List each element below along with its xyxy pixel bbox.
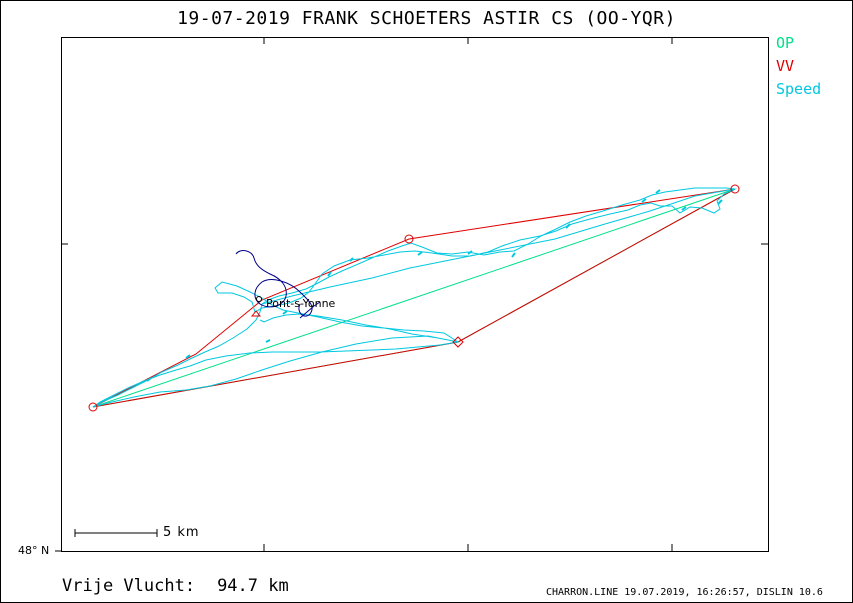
- town-label: Pont-s-Yonne: [266, 297, 336, 310]
- legend-vv: VV: [776, 57, 795, 75]
- scale-bar: [74, 529, 158, 537]
- free-flight-label: Vrije Vlucht:: [62, 576, 196, 596]
- start-marker-icon: [250, 310, 262, 317]
- flight-track-east: [261, 188, 736, 305]
- legend-op: OP: [776, 34, 795, 52]
- legend-speed: Speed: [776, 80, 822, 98]
- turnpoint-circle-icon: [404, 234, 414, 244]
- flight-track: [92, 187, 737, 408]
- track-markers: [146, 189, 723, 382]
- plot-frame: [61, 37, 769, 552]
- chart-title: 19-07-2019 FRANK SCHOETERS ASTIR CS (OO-…: [177, 8, 676, 29]
- free-flight-summary: Vrije Vlucht: 94.7 km: [62, 576, 289, 596]
- latitude-label: 48° N: [18, 544, 50, 557]
- scale-label: 5 km: [163, 525, 200, 540]
- town-marker-icon: [256, 296, 262, 302]
- op-route: [92, 188, 736, 408]
- turnpoint-circle-icon: [730, 184, 740, 194]
- start-loop: [235, 250, 321, 319]
- axis-ticks: [55, 37, 768, 552]
- turnpoint-circle-icon: [88, 402, 98, 412]
- free-flight-value: 94.7 km: [217, 576, 289, 596]
- turnpoint-diamond-icon: [452, 336, 464, 348]
- footer-credits: CHARRON.LINE 19.07.2019, 16:26:57, DISLI…: [546, 587, 823, 598]
